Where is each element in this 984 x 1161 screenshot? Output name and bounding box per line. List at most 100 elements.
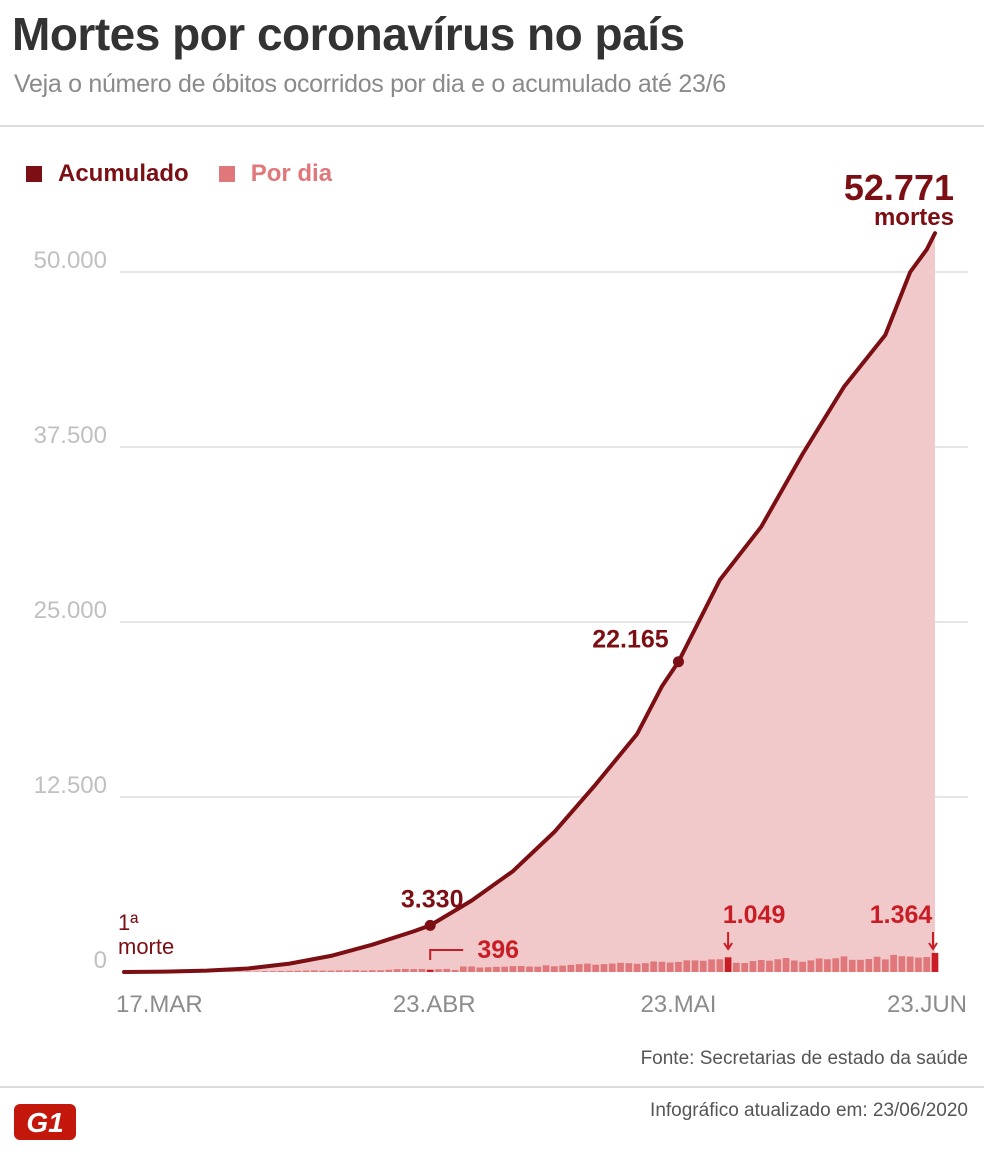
daily-bar: [344, 970, 351, 972]
daily-bar: [882, 959, 889, 972]
daily-bar: [418, 969, 426, 972]
daily-bar: [592, 964, 600, 972]
daily-bar: [617, 962, 624, 972]
chart-area: 0 12.500 25.000 37.500 50.000 17.MAR 23.ABR 23…: [34, 167, 968, 1018]
daily-bar: [352, 970, 360, 972]
daily-bar: [840, 956, 848, 972]
daily-bar: [310, 970, 318, 972]
daily-bar: [360, 970, 368, 972]
daily-bar: [815, 958, 823, 972]
daily-bar: [410, 969, 417, 972]
daily-bar: [733, 962, 740, 972]
daily-bar: [642, 963, 649, 972]
daily-bar: [484, 967, 492, 972]
annotation-first-death-line1: 1ª: [118, 910, 139, 935]
y-tick-labels: 0 12.500 25.000 37.500 50.000: [34, 247, 107, 974]
daily-bar: [600, 964, 608, 972]
daily-bar: [584, 963, 591, 972]
chart-title: Mortes por coronavírus no país: [12, 8, 685, 60]
daily-bar: [426, 969, 434, 972]
legend-label-por-dia: Por dia: [250, 160, 333, 187]
daily-bar: [294, 970, 302, 972]
daily-bar: [526, 966, 533, 972]
daily-bar: [542, 965, 550, 972]
annotations: 1ª morte 52.771 mortes 3.330 22.165 396 1.0…: [118, 167, 954, 964]
daily-bar: [915, 957, 922, 972]
daily-bar: [857, 959, 864, 972]
footer-divider: [0, 1086, 984, 1088]
daily-bar: [435, 969, 442, 972]
daily-bar: [898, 956, 906, 972]
daily-bar: [550, 966, 558, 972]
bracket-396: [429, 949, 464, 960]
annotation-1049: 1.049: [723, 901, 786, 929]
y-tick-label: 25.000: [34, 597, 107, 624]
daily-bar: [501, 966, 509, 972]
legend-swatch-acumulado: [26, 166, 42, 182]
daily-bar: [931, 952, 939, 972]
daily-bar: [774, 959, 782, 972]
daily-bar: [865, 958, 873, 972]
y-tick-label: 50.000: [34, 247, 107, 274]
cumulative-area: [124, 233, 935, 972]
daily-bar: [782, 958, 790, 972]
daily-bar: [757, 959, 765, 972]
annotation-396: 396: [477, 936, 519, 964]
daily-bar: [691, 960, 699, 972]
chart-legend: Acumulado Por dia: [26, 160, 332, 188]
daily-bar: [402, 968, 409, 972]
legend-swatch-por-dia: [218, 166, 235, 182]
daily-bar: [253, 971, 260, 972]
daily-bar: [493, 966, 500, 972]
marker-22165: [672, 656, 684, 668]
arrow-1364: [928, 932, 938, 951]
daily-bar: [790, 960, 798, 972]
daily-bar: [377, 970, 384, 972]
daily-bar: [716, 959, 724, 972]
daily-bar: [393, 969, 401, 972]
daily-bar: [451, 970, 459, 972]
x-tick-label: 23.ABR: [393, 991, 476, 1018]
daily-bar: [567, 964, 575, 972]
daily-bar: [741, 963, 749, 972]
daily-bar: [534, 966, 542, 972]
y-tick-label: 37.500: [34, 422, 107, 449]
y-tick-label: 12.500: [34, 772, 107, 799]
daily-bar: [807, 960, 815, 972]
header-divider: [0, 125, 984, 127]
legend-item-por-dia: Por dia: [218, 160, 333, 188]
legend-item-acumulado: Acumulado: [26, 160, 189, 188]
daily-bar: [724, 957, 732, 972]
daily-bar: [832, 958, 840, 972]
daily-bar: [476, 967, 484, 972]
daily-bar: [749, 961, 757, 972]
daily-bar: [302, 970, 310, 972]
daily-bar: [633, 963, 641, 972]
annotation-3330: 3.330: [401, 885, 464, 913]
daily-bar: [261, 971, 269, 972]
annotation-1364: 1.364: [870, 901, 933, 929]
daily-bar: [286, 970, 293, 972]
daily-bar: [319, 970, 326, 972]
annotation-first-death-line2: morte: [118, 934, 174, 959]
daily-bar: [625, 963, 633, 972]
chart-subtitle: Veja o número de óbitos ocorridos por di…: [14, 70, 726, 98]
source-note: Fonte: Secretarias de estado da saúde: [640, 1048, 968, 1069]
g1-logo: G1: [14, 1104, 76, 1140]
daily-bar: [666, 962, 674, 972]
annotation-22165: 22.165: [592, 626, 669, 654]
daily-bar: [708, 959, 715, 972]
updated-note: Infográfico atualizado em: 23/06/2020: [650, 1100, 968, 1121]
daily-bar: [799, 961, 806, 972]
daily-bar: [335, 970, 343, 972]
daily-bar: [468, 966, 475, 972]
daily-bar: [269, 971, 277, 972]
cumulative-line: [122, 231, 937, 974]
daily-bar: [824, 959, 831, 972]
daily-bar: [509, 966, 517, 972]
daily-bar: [459, 966, 467, 972]
annotation-final-value: 52.771: [844, 167, 954, 208]
daily-bar: [277, 971, 285, 972]
daily-bar: [699, 960, 707, 972]
daily-bar: [385, 969, 393, 972]
